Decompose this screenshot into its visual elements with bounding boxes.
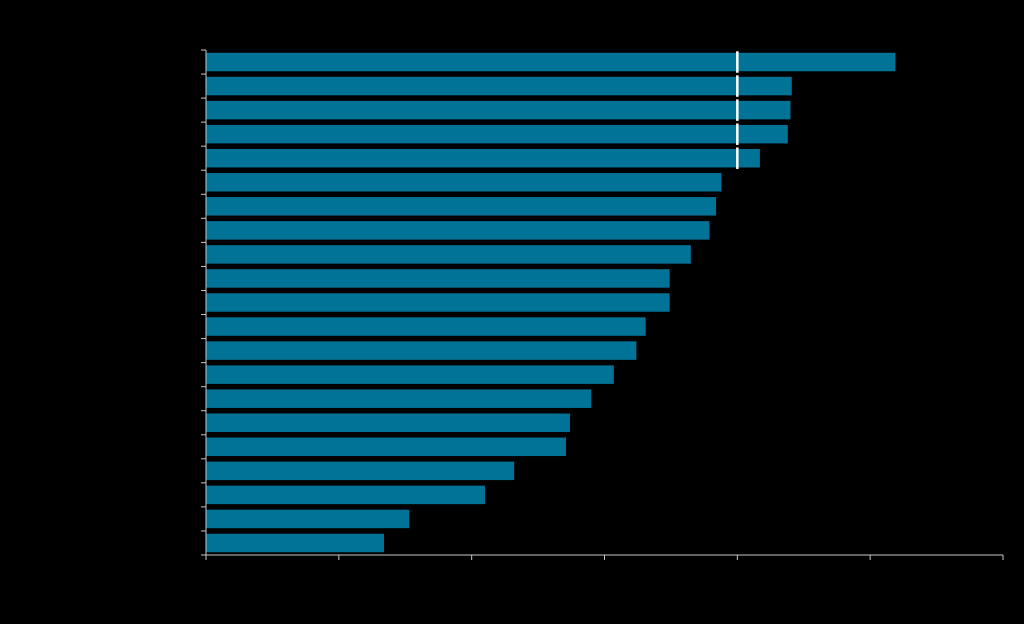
bar-5 [206,148,760,168]
bar-2 [206,76,792,96]
bar-3 [206,100,791,120]
bar-6 [206,173,722,192]
bar-15 [206,389,592,408]
bar-9 [206,245,691,264]
bar-17 [206,437,566,457]
bar-1 [206,52,896,72]
bar-8 [206,221,710,240]
axes-layer [201,49,1004,560]
bars-layer [206,52,896,553]
bar-13 [206,341,637,360]
bar-12 [206,317,646,336]
bar-14 [206,365,614,384]
bar-11 [206,293,670,312]
bar-21 [206,533,384,553]
bar-16 [206,413,570,432]
bar-20 [206,509,410,529]
bar-10 [206,269,670,288]
bar-19 [206,485,485,505]
bar-4 [206,124,788,144]
bar-7 [206,197,717,216]
bar-18 [206,461,515,481]
